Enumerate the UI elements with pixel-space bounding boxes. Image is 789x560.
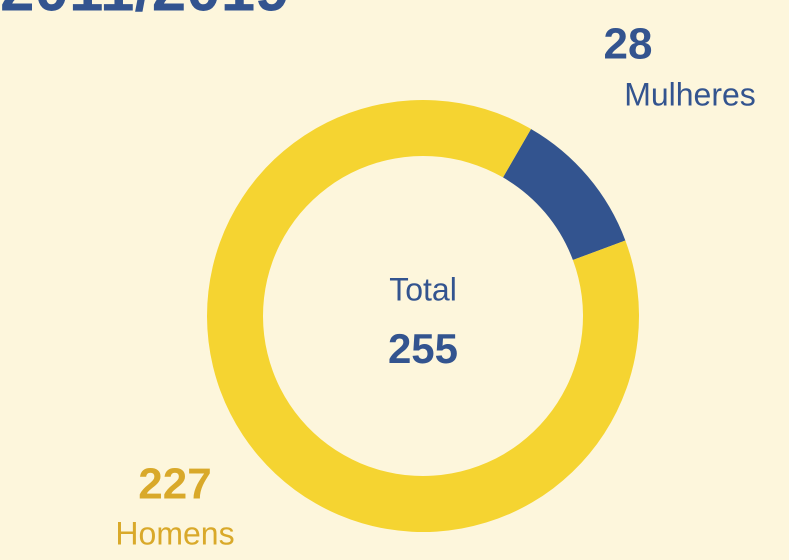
value-label: 28 (604, 20, 653, 69)
center-total: 255 (388, 325, 458, 372)
donut-segment (503, 128, 626, 261)
category-label: Homens (115, 515, 234, 551)
category-label: Mulheres (624, 76, 756, 112)
center-label: Total (389, 271, 457, 307)
value-label: 227 (138, 460, 211, 509)
chart-title: 2011/2019 (0, 0, 290, 24)
